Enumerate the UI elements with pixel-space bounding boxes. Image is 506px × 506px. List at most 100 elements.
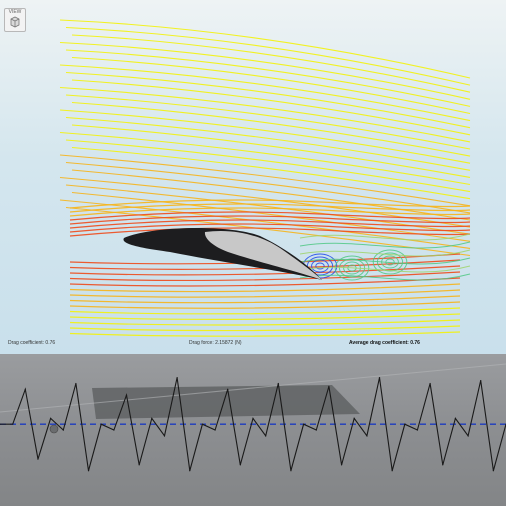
drag-data-point [37, 458, 39, 460]
drag-data-point [50, 417, 52, 419]
drag-data-point [429, 382, 431, 385]
streamline [59, 86, 471, 143]
streamline [65, 116, 471, 171]
wake-streamline [299, 265, 471, 273]
streamline [65, 161, 471, 214]
drag-data-point [201, 423, 203, 425]
streamline [69, 331, 461, 337]
streamline [69, 289, 461, 298]
streamline [69, 301, 461, 309]
drag-data-point [265, 435, 267, 437]
drag-data-point [113, 429, 115, 431]
streamline [65, 139, 471, 193]
drag-data-point [416, 429, 419, 431]
streamline [59, 19, 471, 79]
streamline [69, 223, 471, 233]
drag-data-point [492, 470, 494, 472]
streamline [69, 277, 461, 287]
drag-data-point [24, 388, 26, 390]
streamline [65, 26, 471, 86]
streamline [59, 199, 471, 249]
drag-data-point [442, 464, 444, 466]
streamline [69, 203, 471, 213]
drag-history-graph [0, 354, 506, 506]
drag-data-point [315, 429, 317, 431]
streamline [69, 265, 461, 276]
streamline [59, 131, 471, 186]
wake-streamline [299, 273, 471, 281]
drag-data-point [163, 435, 166, 437]
streamline [71, 101, 471, 157]
streamline [65, 49, 471, 107]
streamline [69, 307, 461, 315]
drag-data-point [404, 423, 406, 425]
streamline [59, 64, 471, 122]
wake-streamline [299, 233, 471, 241]
streamline [69, 283, 461, 293]
view-cube-button[interactable]: VIEW [4, 8, 26, 32]
drag-data-point [189, 470, 191, 472]
drag-data-point [138, 464, 140, 466]
streamline [71, 169, 471, 221]
drag-force-label: Drag force: 2.15872 (N) [189, 340, 242, 346]
drag-data-point [87, 470, 90, 472]
drag-data-point [353, 417, 355, 419]
drag-data-point [391, 470, 393, 472]
streamline [65, 71, 471, 129]
drag-data-point [239, 464, 241, 466]
drag-data-point [12, 423, 14, 425]
streamline [69, 211, 471, 221]
drag-data-point [0, 423, 1, 425]
streamline [65, 94, 471, 150]
3d-viewport[interactable]: VIEW Drag coefficient: 0.76 Drag force: … [0, 0, 506, 354]
streamline [71, 34, 471, 93]
drag-data-point [62, 429, 64, 431]
drag-coefficient-label: Drag coefficient: 0.76 [8, 340, 56, 346]
drag-data-point [303, 423, 305, 425]
wake-vortex [338, 258, 366, 278]
streamline [69, 313, 461, 320]
streamline [59, 41, 471, 100]
wake-vortex [372, 249, 408, 275]
airfoil [123, 227, 322, 280]
drag-data-point [328, 385, 330, 387]
drag-data-point [151, 417, 153, 419]
probe-marker [49, 424, 59, 434]
streamline [59, 176, 471, 228]
airfoil-highlight [204, 230, 322, 280]
streamline [69, 219, 471, 229]
drag-data-point [277, 382, 279, 385]
floor-edge-line [0, 363, 506, 413]
drag-data-point [176, 377, 178, 379]
streamline [71, 191, 471, 242]
streamline [69, 199, 471, 209]
streamline [59, 109, 471, 164]
streamline [69, 215, 471, 225]
streamline [69, 325, 461, 332]
streamline-plot [59, 19, 471, 337]
ground-shadow [92, 385, 360, 419]
streamline [71, 56, 471, 115]
streamline [69, 227, 471, 237]
drag-data-point [75, 382, 77, 385]
streamline [71, 124, 471, 178]
drag-data-point [227, 388, 229, 390]
drag-data-point [252, 417, 254, 419]
drag-data-point [480, 379, 482, 382]
streamline [69, 207, 471, 217]
view-cube-label: VIEW [8, 9, 22, 15]
streamline [69, 295, 461, 304]
drag-data-point [100, 423, 102, 425]
streamline [71, 79, 471, 136]
streamline [69, 271, 461, 282]
drag-data-point [214, 429, 216, 431]
drag-data-point [378, 377, 381, 379]
wake-vortex [306, 256, 334, 276]
streamline [59, 154, 471, 207]
streamline [69, 319, 461, 326]
wake-vortex [334, 255, 370, 281]
average-drag-coefficient-label: Average drag coefficient: 0.76 [349, 340, 420, 346]
drag-data-point [467, 435, 469, 437]
cube-icon [10, 16, 20, 28]
wake-streamline [299, 257, 471, 265]
